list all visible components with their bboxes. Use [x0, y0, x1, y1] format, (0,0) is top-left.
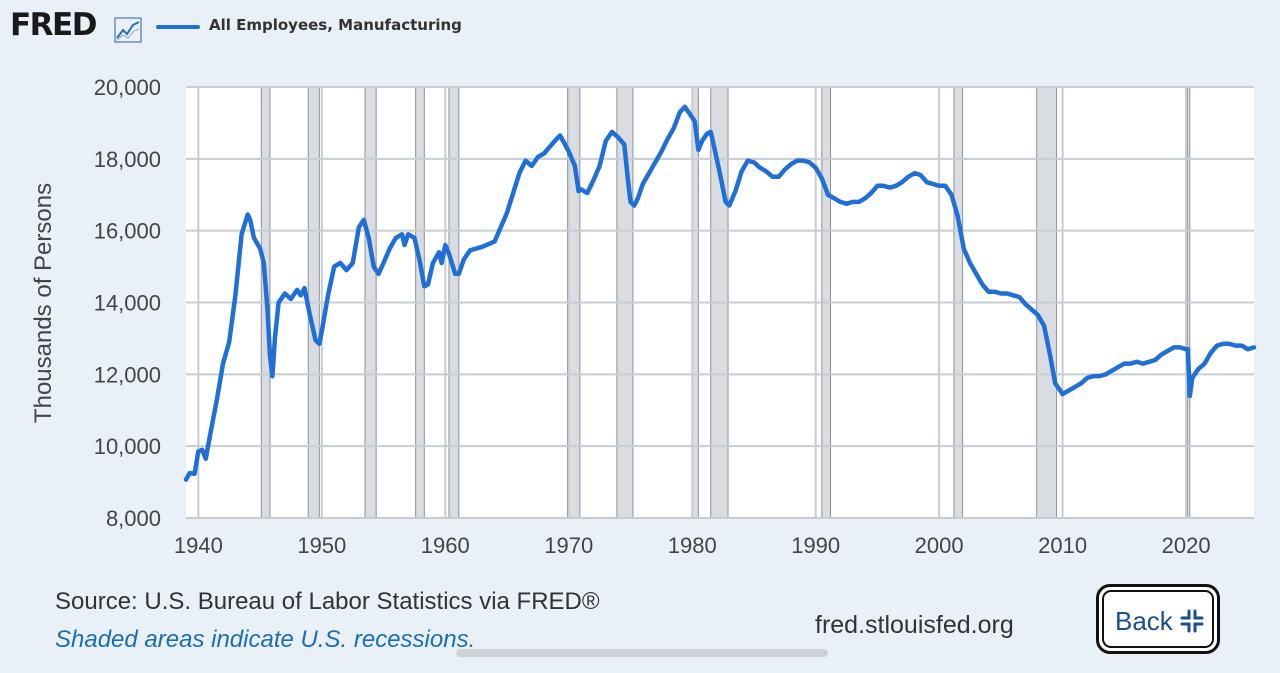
y-axis-title: Thousands of Persons [30, 183, 57, 423]
y-tick-label: 16,000 [94, 219, 161, 244]
y-tick-label: 14,000 [94, 291, 161, 316]
tick-labels: 8,000 10,000 12,000 14,000 16,000 18,000 20,00… [94, 75, 1211, 558]
y-tick-label: 20,000 [94, 75, 161, 100]
site-url[interactable]: fred.stlouisfed.org [815, 611, 1014, 639]
chart-header: FRED All Employees, Manufacturing [0, 0, 1280, 60]
x-tick-label: 2000 [915, 533, 964, 558]
x-tick-label: 1960 [421, 533, 470, 558]
line-chart-icon [114, 17, 142, 43]
series-line [183, 104, 1257, 482]
legend-label: All Employees, Manufacturing [209, 16, 462, 34]
y-tick-label: 8,000 [106, 506, 161, 531]
y-tick-label: 18,000 [94, 147, 161, 172]
source-note: Source: U.S. Bureau of Labor Statistics … [55, 588, 600, 615]
series-layer [183, 104, 1257, 482]
x-tick-label: 1970 [544, 533, 593, 558]
y-tick-label: 10,000 [94, 434, 161, 459]
legend-swatch [156, 25, 200, 29]
back-button-border [1102, 590, 1214, 648]
fred-logo[interactable]: FRED [10, 7, 97, 43]
x-tick-label: 2010 [1038, 533, 1087, 558]
y-tick-label: 12,000 [94, 362, 161, 387]
scroll-handle[interactable] [456, 649, 828, 657]
collapse-icon [1180, 609, 1204, 633]
grid [186, 86, 1254, 519]
back-button-label: Back [1115, 606, 1173, 636]
x-tick-label: 1990 [791, 533, 840, 558]
recession-note: Shaded areas indicate U.S. recessions. [55, 626, 476, 653]
back-button[interactable]: Back [1096, 584, 1220, 654]
x-tick-label: 2020 [1162, 533, 1211, 558]
x-tick-label: 1940 [174, 533, 223, 558]
x-tick-label: 1980 [668, 533, 717, 558]
chart: 8,000 10,000 12,000 14,000 16,000 18,000 20,00… [30, 75, 1257, 558]
x-tick-label: 1950 [297, 533, 346, 558]
